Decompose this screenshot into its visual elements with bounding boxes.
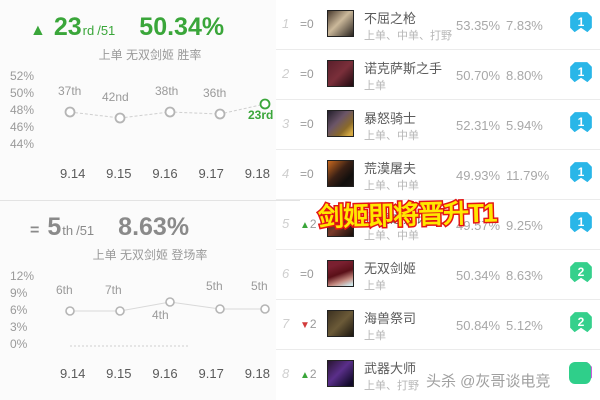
svg-text:2: 2 [578, 315, 585, 329]
svg-text:1: 1 [578, 65, 585, 79]
svg-text:1: 1 [578, 115, 585, 129]
svg-text:1: 1 [578, 215, 585, 229]
svg-text:1: 1 [578, 165, 585, 179]
svg-text:1: 1 [578, 15, 585, 29]
svg-text:2: 2 [578, 265, 585, 279]
